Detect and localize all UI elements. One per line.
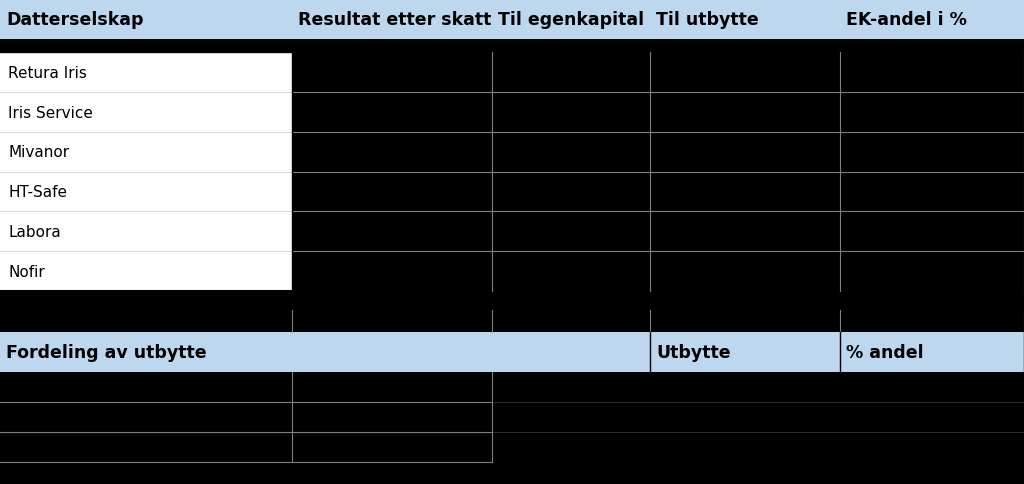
Text: Til egenkapital: Til egenkapital	[498, 11, 644, 29]
Text: Nofir: Nofir	[8, 264, 45, 279]
Bar	[0, 372, 1024, 402]
Text: Iris Service: Iris Service	[8, 106, 93, 120]
Bar	[0, 0, 1024, 40]
Bar	[0, 432, 1024, 462]
Text: % andel: % andel	[846, 343, 924, 362]
Text: Til utbytte: Til utbytte	[656, 11, 759, 29]
Bar	[0, 53, 292, 291]
Text: Mivanor: Mivanor	[8, 145, 70, 160]
Text: Resultat etter skatt: Resultat etter skatt	[298, 11, 492, 29]
Bar	[0, 212, 1024, 252]
Bar	[0, 133, 1024, 172]
Text: Retura Iris: Retura Iris	[8, 66, 87, 80]
Text: Fordeling av utbytte: Fordeling av utbytte	[6, 343, 207, 362]
Bar	[0, 53, 1024, 93]
Bar	[0, 93, 1024, 133]
Text: Utbytte: Utbytte	[656, 343, 731, 362]
Text: Labora: Labora	[8, 225, 61, 239]
Bar	[0, 172, 1024, 212]
Bar	[0, 333, 1024, 372]
Text: Datterselskap: Datterselskap	[6, 11, 143, 29]
Text: HT-Safe: HT-Safe	[8, 185, 68, 199]
Text: EK-andel i %: EK-andel i %	[846, 11, 967, 29]
Bar	[0, 402, 1024, 432]
Bar	[0, 252, 1024, 291]
